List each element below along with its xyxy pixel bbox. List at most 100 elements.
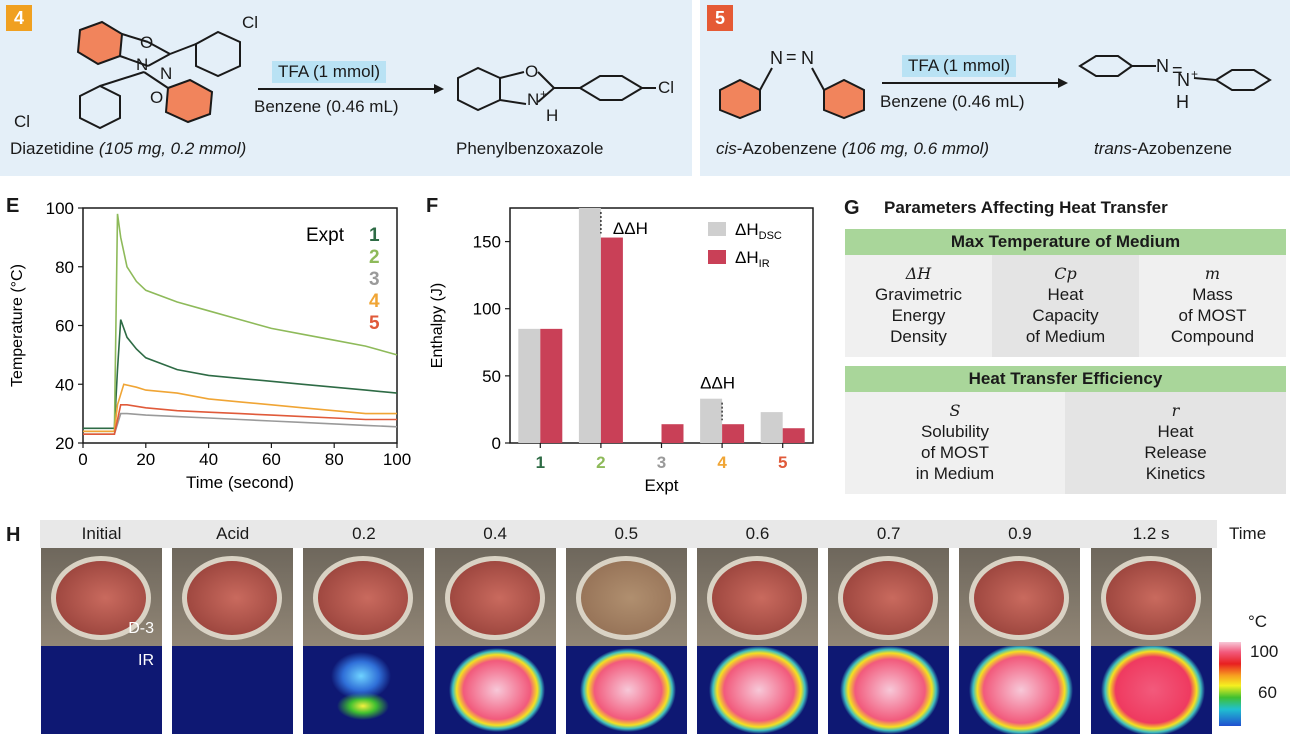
flask-liquid-4 [575,556,676,640]
frame-2 [303,548,425,734]
benzoxazole-atom-h: H [546,106,559,125]
ir-image-3 [434,646,556,734]
frame-7 [959,548,1081,734]
f-bar-1-1 [540,328,563,443]
frame-time-label-8: 1.2 s [1132,524,1170,543]
cis-azobenzene-label: -Azobenzene [736,139,837,158]
f-legend-ir: ΔHIR [735,248,770,270]
flask-liquid-3 [444,556,545,640]
f-legend-dsc: ΔHDSC [735,220,782,242]
colorbar-max: 100 [1250,642,1279,661]
diazetidine-structure [76,20,241,130]
trans-azo-double-bond: = [1172,60,1183,80]
f-xtick-label-3: 3 [657,453,666,472]
ir-image-0 [41,646,162,734]
cp-symbol: Cp [1054,264,1077,283]
reaction-photo-4 [565,548,687,646]
f-bar-2-0 [578,208,601,443]
frame-8 [1090,548,1212,734]
f-legend-swatch-dsc [708,222,726,236]
e-ytick-label-3: 80 [55,258,74,277]
cell5-line1: Heat [1157,422,1194,441]
benzoxazole-atom-n: N [527,90,540,109]
diazetidine-atom-o1: O [140,33,154,52]
panel-4-reaction-arrow [258,84,444,94]
f-xtick-label-2: 2 [596,453,605,472]
section-heat-transfer-header: Heat Transfer Efficiency [845,366,1286,392]
cell2-line1: Heat [1047,285,1084,304]
ir-row-label: IR [138,652,154,669]
cell1-line2: Energy [891,306,946,325]
e-series-line-1 [83,319,398,430]
frame-time-label-0: Initial [81,524,122,543]
f-bar-5-0 [760,412,783,443]
e-xtick-label-4: 80 [325,450,344,469]
cell4-line3: in Medium [915,464,995,483]
e-series-line-5 [83,404,397,435]
cell3-line1: Mass [1192,285,1233,304]
ir-image-2 [303,646,425,734]
e-ytick-label-1: 40 [55,375,74,394]
e-ytick-label-0: 20 [55,434,74,453]
ir-image-7 [959,646,1081,734]
f-legend-swatch-ir [708,250,726,264]
panel-5-reaction-arrow [882,78,1068,88]
trans-azo-atom-n2: N [1177,70,1190,90]
panel-h-label: H [6,524,21,546]
frame-time-label-4: 0.5 [614,524,639,543]
panel-4-solvent: Benzene (0.46 mL) [254,97,399,116]
f-xtick-label-4: 4 [717,453,727,472]
frame-time-label-7: 0.9 [1008,524,1032,543]
f-bar-4-0 [700,398,723,443]
panel-4-reactant-name: Diazetidine (105 mg, 0.2 mmol) [10,139,246,159]
cell4-line1: Solubility [920,422,990,441]
flask-liquid-2 [313,556,414,640]
f-ylabel: Enthalpy (J) [429,283,446,368]
f-legend-ir-sub: IR [759,258,770,270]
e-ytick-label-4: 100 [46,199,74,218]
flask-liquid-6 [838,556,939,640]
e-xtick-label-0: 0 [78,450,87,469]
cis-azobenzene-amount: (106 mg, 0.6 mmol) [841,139,990,158]
flask-liquid-5 [707,556,807,640]
diazetidine-atom-n2: N [160,64,173,83]
e-xlabel: Time (second) [186,473,294,492]
cis-azo-double-bond: = [786,47,797,67]
cell1-line1: Gravimetric [875,285,962,304]
diazetidine-atom-cl1: Cl [242,13,259,32]
frame-0: D-3 IR [41,548,162,734]
time-axis-label: Time [1229,524,1267,543]
reaction-photo-1 [172,548,294,646]
panel-4-reagent: TFA (1 mmol) [272,61,387,83]
photo-sample-label: D-3 [128,620,154,637]
e-xtick-label-5: 100 [383,450,411,469]
f-ytick-label-2: 100 [473,300,501,319]
cell5-line2: Release [1144,443,1207,462]
flask-liquid-1 [182,556,283,640]
f-xtick-label-1: 1 [536,453,545,472]
frame-6 [828,548,950,734]
e-legend-entry-3: 3 [369,269,380,290]
frame-4 [565,548,687,734]
delta-h-symbol: ΔH [905,264,932,283]
reaction-photo-5 [697,548,818,646]
frame-time-label-5: 0.6 [745,524,770,543]
cell-solubility: S Solubility of MOST in Medium [845,392,1065,494]
panel-4-badge: 4 [6,5,32,31]
panel-5-product-name: trans-Azobenzene [1094,139,1232,159]
r-symbol: r [1171,401,1180,420]
trans-azobenzene-label: -Azobenzene [1131,139,1232,158]
cis-azo-atom-n2: N [801,48,814,68]
e-ytick-label-2: 60 [55,317,74,336]
panel-5-background [700,0,1290,176]
cell-gravimetric-energy-density: ΔH Gravimetric Energy Density [845,255,992,357]
cell3-line3: Compound [1170,327,1255,346]
cell-heat-release-kinetics: r Heat Release Kinetics [1065,392,1286,494]
diazetidine-amount: (105 mg, 0.2 mmol) [98,139,247,158]
diazetidine-atom-cl2: Cl [14,112,31,131]
ir-image-6 [828,646,950,734]
e-xtick-label-3: 60 [262,450,281,469]
trans-prefix: trans [1094,139,1132,158]
ir-image-1 [172,646,294,734]
diazetidine-label: Diazetidine [10,139,95,158]
